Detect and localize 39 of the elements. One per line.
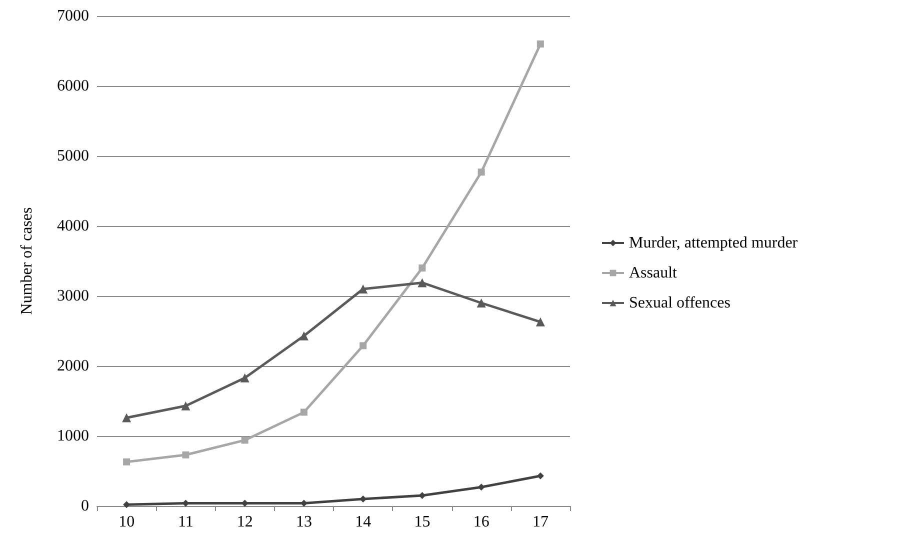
y-tick-label: 7000 xyxy=(57,8,89,24)
x-tick-label: 13 xyxy=(296,514,312,530)
legend-label: Murder, attempted murder xyxy=(629,234,798,252)
x-tick-label: 14 xyxy=(355,514,372,530)
point xyxy=(299,331,308,340)
point xyxy=(241,436,248,444)
legend-label: Assault xyxy=(629,264,678,282)
point xyxy=(418,492,426,499)
x-tick-label: 16 xyxy=(473,514,490,530)
y-tick-label: 0 xyxy=(81,498,89,514)
point xyxy=(476,298,486,308)
y-tick-label: 1000 xyxy=(57,428,89,444)
point xyxy=(478,168,485,176)
y-tick-label: 6000 xyxy=(57,78,89,94)
point xyxy=(536,317,545,326)
point xyxy=(122,413,132,422)
point xyxy=(358,284,368,294)
point xyxy=(418,278,427,288)
y-axis-title: Number of cases xyxy=(18,207,36,315)
point xyxy=(360,342,367,350)
y-tick-label: 3000 xyxy=(57,288,89,304)
point xyxy=(181,401,190,410)
point xyxy=(418,264,426,272)
x-tick-label: 11 xyxy=(178,514,194,530)
point xyxy=(478,484,485,491)
point xyxy=(240,373,250,382)
x-tick-label: 17 xyxy=(532,514,548,530)
point xyxy=(536,472,544,480)
x-tick-label: 15 xyxy=(414,514,430,530)
point xyxy=(300,408,308,416)
point xyxy=(536,40,544,48)
x-tick-label: 10 xyxy=(118,514,135,530)
y-tick-label: 5000 xyxy=(57,148,89,164)
y-tick-label: 2000 xyxy=(57,358,89,374)
point xyxy=(182,451,190,458)
x-tick-label: 12 xyxy=(236,514,253,530)
point xyxy=(123,458,130,466)
legend-label: Sexual offences xyxy=(629,294,730,312)
y-tick-label: 4000 xyxy=(57,218,89,234)
